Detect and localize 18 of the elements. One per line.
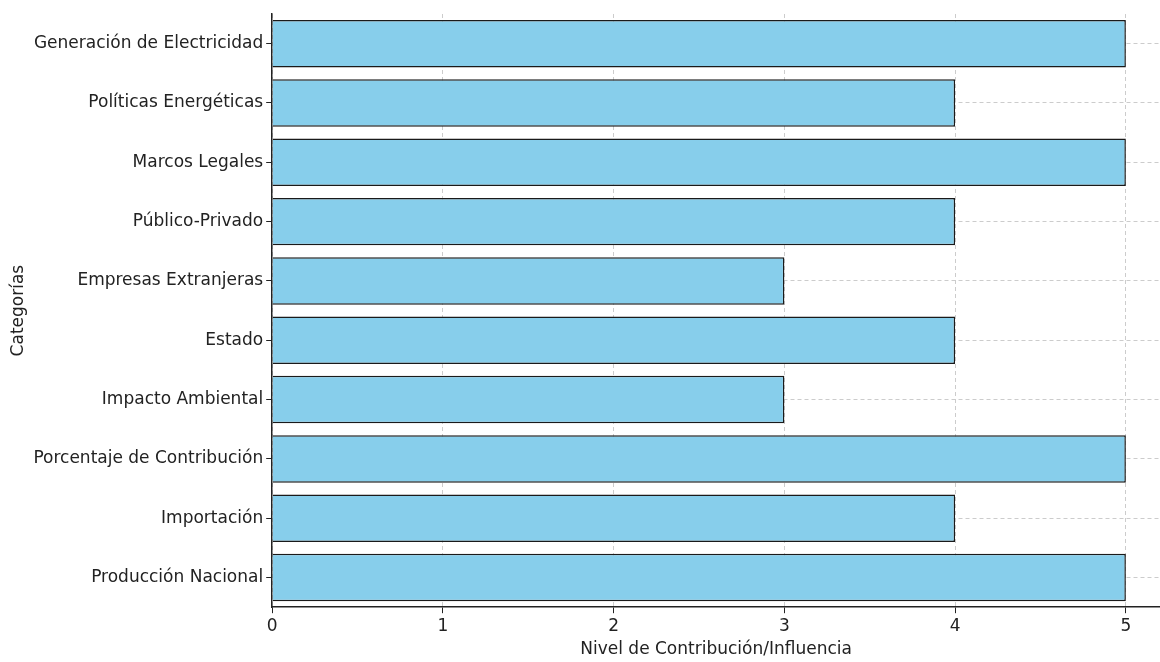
y-tick-label: Importación	[161, 506, 264, 527]
x-tick-label: 2	[608, 614, 620, 635]
x-axis-title: Nivel de Contribución/Influencia	[580, 638, 852, 659]
y-tick-label: Producción Nacional	[91, 565, 264, 586]
y-tick-label: Marcos Legales	[132, 150, 264, 171]
x-tick-label: 0	[266, 614, 278, 635]
y-tick-label: Público-Privado	[132, 210, 264, 231]
x-tick-label: 1	[437, 614, 449, 635]
y-tick-label: Empresas Extranjeras	[77, 269, 264, 290]
y-axis-title: Categorías	[6, 264, 27, 357]
y-tick-label: Estado	[205, 328, 264, 349]
y-tick-label: Impacto Ambiental	[101, 388, 264, 408]
x-tick-label: 4	[949, 614, 961, 635]
x-tick-label: 5	[1120, 614, 1132, 635]
y-tick-label: Generación de Electricidad	[33, 32, 264, 53]
x-tick-label: 3	[778, 614, 790, 635]
y-tick-label: Políticas Energéticas	[88, 91, 264, 112]
y-tick-label: Porcentaje de Contribución	[33, 447, 264, 468]
